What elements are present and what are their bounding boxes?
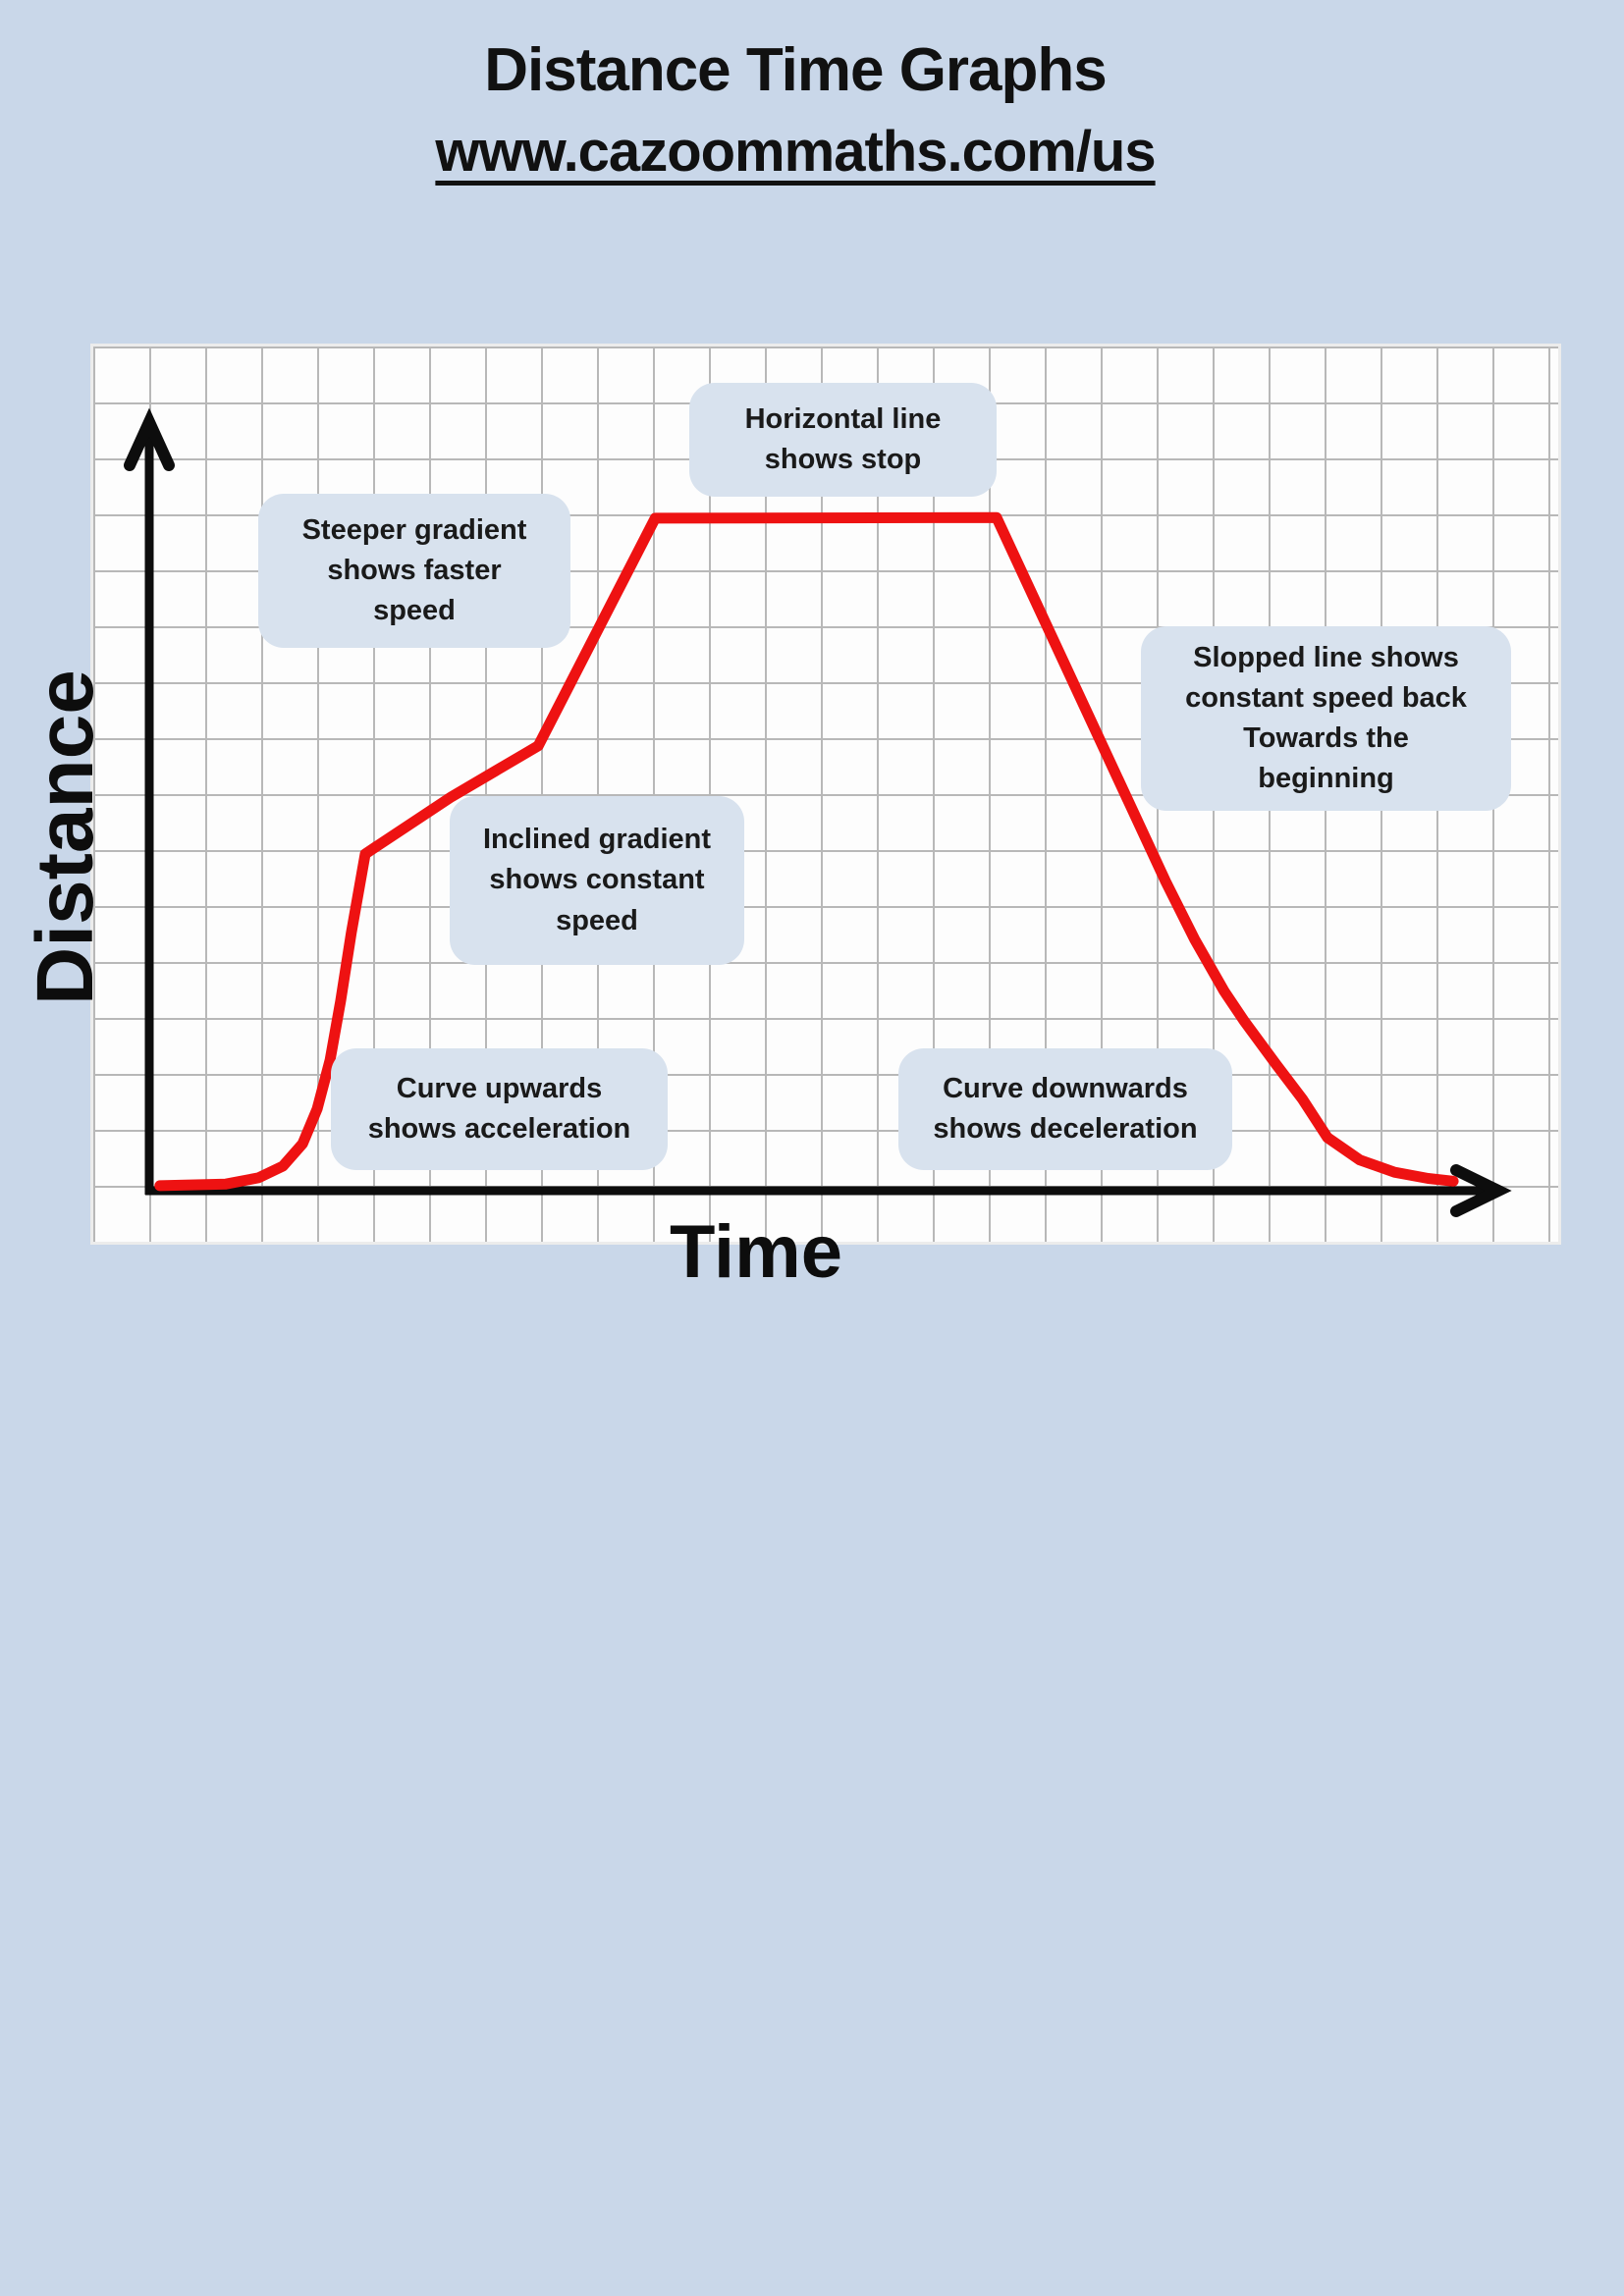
note-horizontal-line-stop: Horizontal line shows stop — [689, 383, 997, 497]
note-steeper-gradient: Steeper gradient shows faster speed — [258, 494, 570, 648]
page-title: Distance Time Graphs — [484, 36, 1108, 104]
site-url-link[interactable]: www.cazoommaths.com/us — [435, 120, 1156, 184]
note-curve-downwards-deceleration: Curve downwards shows deceleration — [898, 1048, 1232, 1170]
note-inclined-gradient-constant-speed: Inclined gradient shows constant speed — [450, 796, 744, 965]
header: Distance Time Graphs www.cazoommaths.com… — [0, 35, 1591, 185]
note-curve-upwards-acceleration: Curve upwards shows acceleration — [331, 1048, 668, 1170]
note-slopped-line-constant-speed-back: Slopped line shows constant speed back T… — [1141, 626, 1511, 811]
y-axis-label: Distance — [21, 669, 110, 1005]
x-axis-label: Time — [669, 1210, 842, 1294]
